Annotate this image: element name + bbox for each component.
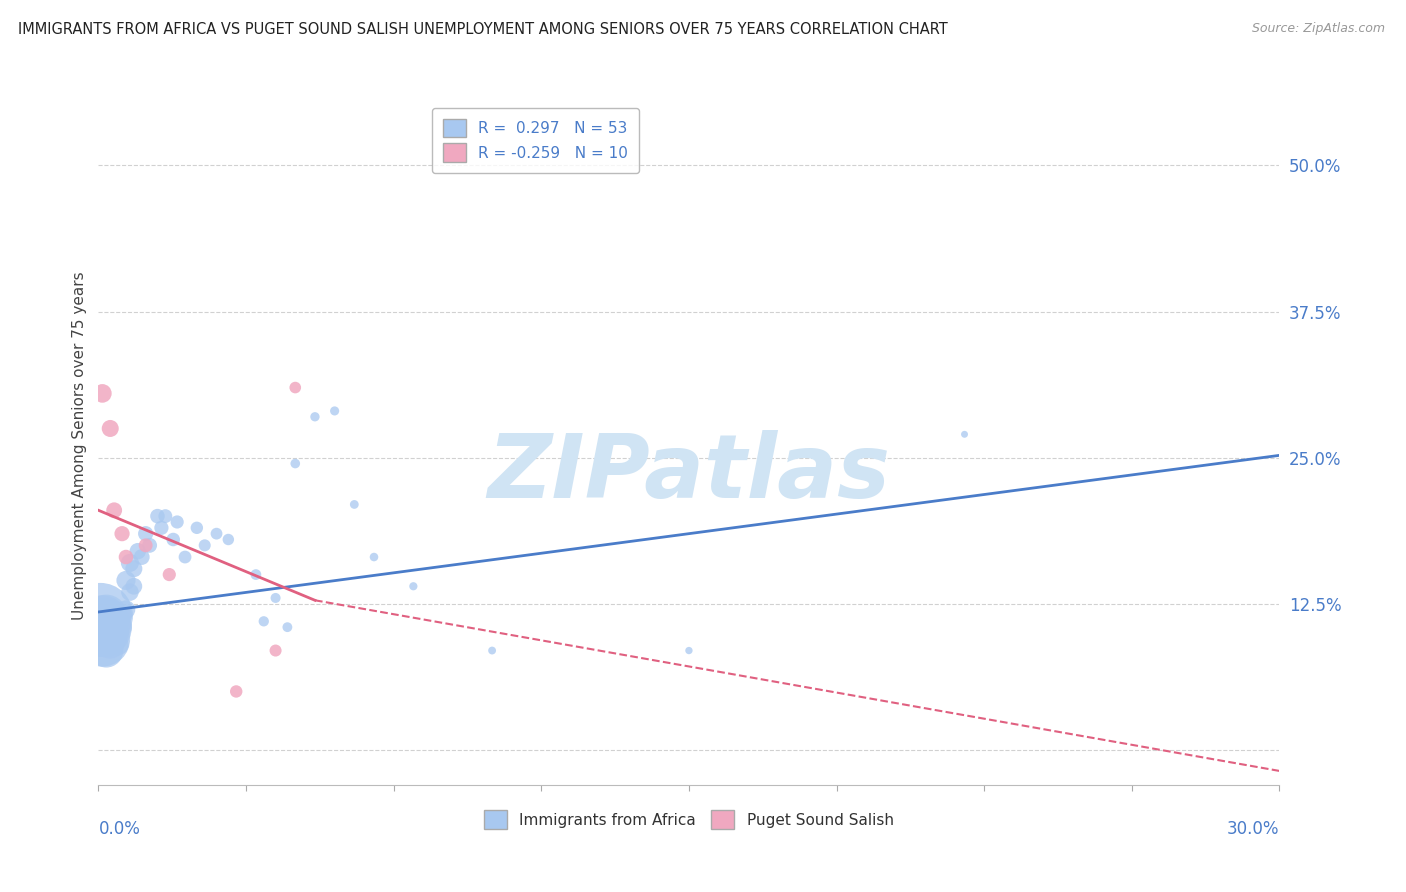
- Point: [107, 626, 129, 640]
- Point: [103, 620, 125, 634]
- Point: [225, 684, 247, 698]
- Point: [107, 615, 129, 629]
- Legend: Immigrants from Africa, Puget Sound Salish: Immigrants from Africa, Puget Sound Sali…: [478, 804, 900, 835]
- Point: [157, 567, 180, 582]
- Point: [127, 544, 149, 558]
- Point: [122, 579, 145, 593]
- Point: [264, 591, 287, 605]
- Point: [363, 549, 385, 564]
- Point: [155, 509, 177, 524]
- Point: [402, 579, 425, 593]
- Point: [953, 427, 976, 442]
- Text: IMMIGRANTS FROM AFRICA VS PUGET SOUND SALISH UNEMPLOYMENT AMONG SENIORS OVER 75 : IMMIGRANTS FROM AFRICA VS PUGET SOUND SA…: [18, 22, 948, 37]
- Point: [264, 643, 287, 657]
- Point: [91, 632, 114, 646]
- Point: [678, 643, 700, 657]
- Point: [115, 549, 138, 564]
- Point: [91, 615, 114, 629]
- Point: [135, 526, 157, 541]
- Point: [98, 421, 121, 435]
- Point: [96, 620, 118, 634]
- Point: [217, 533, 239, 547]
- Point: [107, 638, 129, 652]
- Point: [103, 608, 125, 623]
- Point: [174, 549, 197, 564]
- Point: [186, 521, 208, 535]
- Point: [96, 643, 118, 657]
- Point: [166, 515, 188, 529]
- Point: [343, 498, 366, 512]
- Point: [118, 585, 141, 599]
- Point: [115, 574, 138, 588]
- Point: [89, 608, 111, 623]
- Point: [131, 549, 153, 564]
- Point: [91, 620, 114, 634]
- Point: [276, 620, 298, 634]
- Point: [150, 521, 173, 535]
- Point: [98, 615, 121, 629]
- Point: [111, 608, 134, 623]
- Point: [115, 602, 138, 616]
- Point: [138, 538, 160, 552]
- Text: 0.0%: 0.0%: [98, 820, 141, 838]
- Text: Source: ZipAtlas.com: Source: ZipAtlas.com: [1251, 22, 1385, 36]
- Point: [98, 626, 121, 640]
- Point: [304, 409, 326, 424]
- Point: [146, 509, 169, 524]
- Point: [111, 620, 134, 634]
- Point: [91, 386, 114, 401]
- Point: [284, 457, 307, 471]
- Point: [96, 632, 118, 646]
- Text: ZIPatlas: ZIPatlas: [488, 430, 890, 516]
- Point: [284, 380, 307, 394]
- Point: [96, 608, 118, 623]
- Point: [118, 556, 141, 570]
- Point: [205, 526, 228, 541]
- Point: [98, 638, 121, 652]
- Point: [194, 538, 217, 552]
- Point: [245, 567, 267, 582]
- Point: [103, 632, 125, 646]
- Text: 30.0%: 30.0%: [1227, 820, 1279, 838]
- Point: [135, 538, 157, 552]
- Y-axis label: Unemployment Among Seniors over 75 years: Unemployment Among Seniors over 75 years: [72, 272, 87, 620]
- Point: [91, 626, 114, 640]
- Point: [481, 643, 503, 657]
- Point: [111, 526, 134, 541]
- Point: [122, 562, 145, 576]
- Point: [253, 615, 276, 629]
- Point: [323, 404, 346, 418]
- Point: [162, 533, 184, 547]
- Point: [103, 503, 125, 517]
